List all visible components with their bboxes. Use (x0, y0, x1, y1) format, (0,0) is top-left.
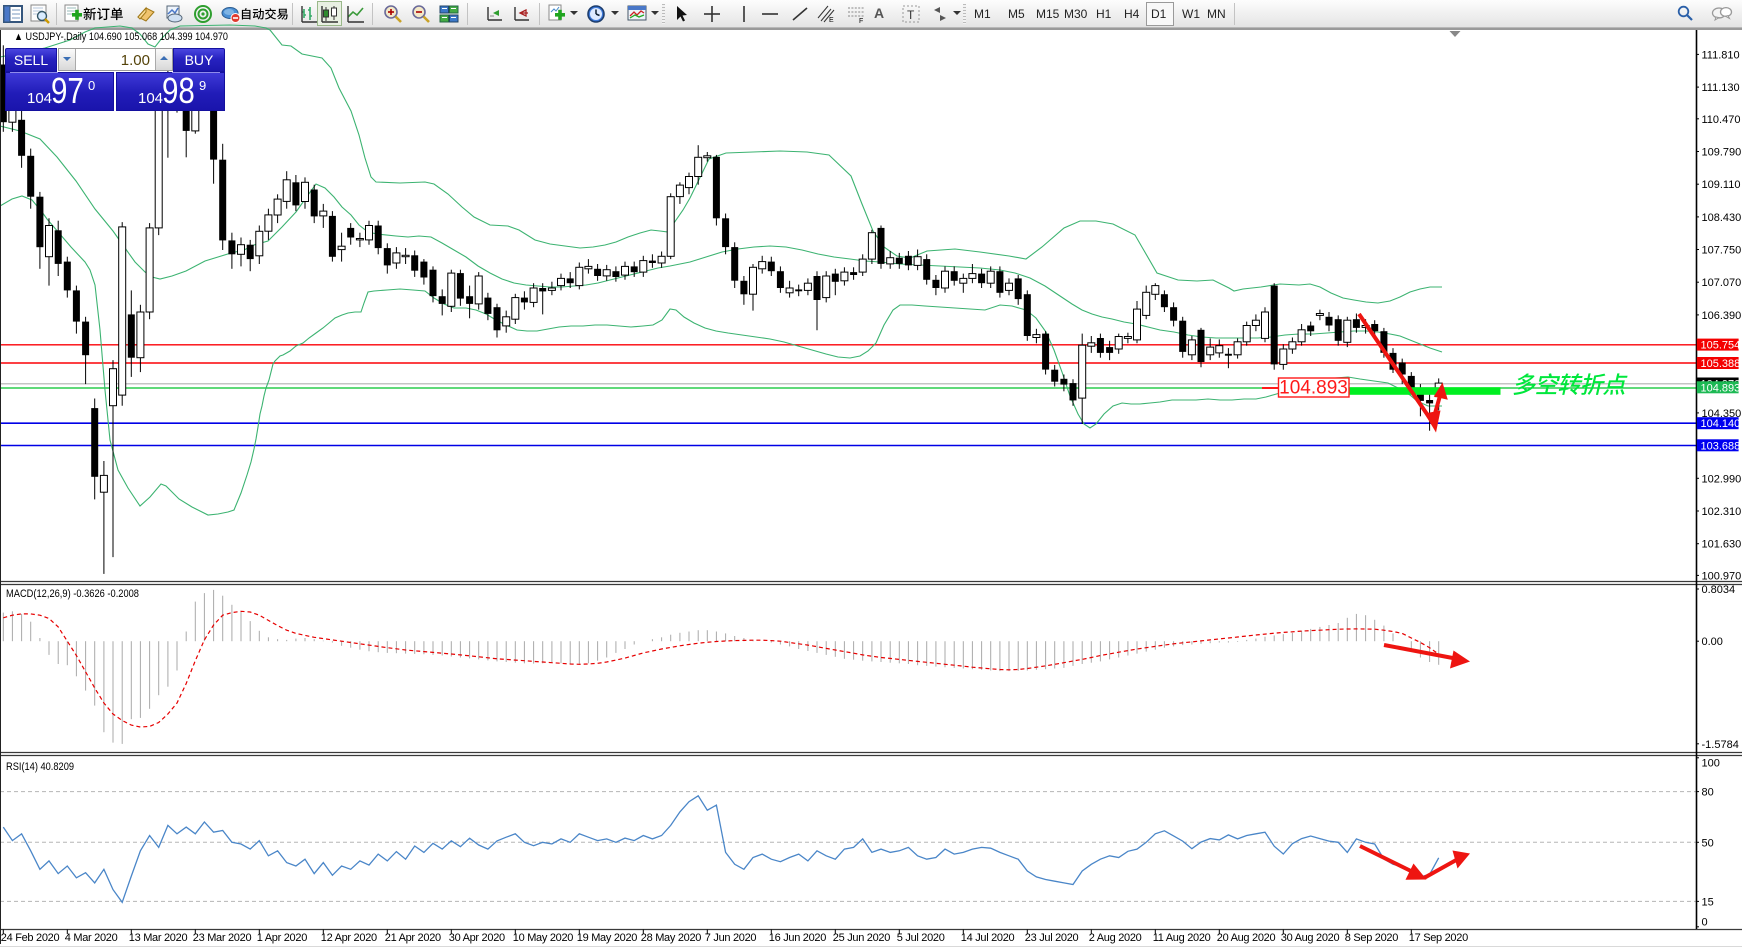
svg-text:12 Apr 2020: 12 Apr 2020 (321, 932, 377, 944)
svg-text:28 May 2020: 28 May 2020 (641, 932, 701, 944)
svg-text:16 Jun 2020: 16 Jun 2020 (769, 932, 826, 944)
svg-text:100.970: 100.970 (1702, 570, 1742, 582)
svg-text:T: T (907, 8, 915, 22)
svg-text:102.990: 102.990 (1702, 473, 1742, 485)
svg-text:104.893: 104.893 (1701, 382, 1741, 394)
svg-text:7 Jun 2020: 7 Jun 2020 (705, 932, 757, 944)
svg-text:5 Jul 2020: 5 Jul 2020 (897, 932, 945, 944)
svg-text:▲ USDJPY-,Daily 104.690 105.: ▲ USDJPY-,Daily 104.690 105.068 104.399 … (14, 31, 228, 43)
svg-text:25 Jun 2020: 25 Jun 2020 (833, 932, 890, 944)
svg-text:30 Aug 2020: 30 Aug 2020 (1281, 932, 1340, 944)
svg-text:8 Sep 2020: 8 Sep 2020 (1345, 932, 1398, 944)
svg-text:107.070: 107.070 (1702, 277, 1742, 289)
svg-text:105.388: 105.388 (1701, 358, 1741, 370)
svg-text:F: F (859, 18, 863, 24)
svg-text:104.140: 104.140 (1701, 418, 1741, 430)
svg-text:15: 15 (1702, 896, 1714, 908)
svg-text:11 Aug 2020: 11 Aug 2020 (1153, 932, 1211, 944)
svg-text:0.00: 0.00 (1702, 636, 1723, 648)
svg-text:4 Mar 2020: 4 Mar 2020 (65, 932, 118, 944)
svg-text:E: E (829, 17, 834, 24)
svg-text:110.470: 110.470 (1702, 114, 1741, 126)
svg-text:2 Aug 2020: 2 Aug 2020 (1089, 932, 1142, 944)
svg-text:103.688: 103.688 (1701, 440, 1741, 452)
svg-text:106.390: 106.390 (1702, 310, 1742, 322)
svg-text:50: 50 (1702, 837, 1714, 849)
svg-text:105.754: 105.754 (1701, 340, 1741, 352)
svg-text:107.750: 107.750 (1702, 245, 1742, 257)
svg-text:109.790: 109.790 (1702, 147, 1742, 159)
svg-text:0.8034: 0.8034 (1702, 584, 1736, 596)
svg-text:108.430: 108.430 (1702, 212, 1742, 224)
svg-text:19 May 2020: 19 May 2020 (577, 932, 637, 944)
svg-text:111.130: 111.130 (1702, 82, 1740, 94)
svg-text:23 Jul 2020: 23 Jul 2020 (1025, 932, 1079, 944)
svg-text:17 Sep 2020: 17 Sep 2020 (1409, 932, 1468, 944)
svg-text:100: 100 (1702, 758, 1720, 770)
svg-text:10 May 2020: 10 May 2020 (513, 932, 573, 944)
svg-text:21 Apr 2020: 21 Apr 2020 (385, 932, 441, 944)
svg-text:101.630: 101.630 (1702, 539, 1742, 551)
svg-text:80: 80 (1702, 787, 1714, 799)
svg-text:MACD(12,26,9) -0.3626 -0.2008: MACD(12,26,9) -0.3626 -0.2008 (6, 588, 139, 600)
svg-text:104.893: 104.893 (1279, 378, 1348, 399)
svg-text:23 Mar 2020: 23 Mar 2020 (193, 932, 252, 944)
svg-text:102.310: 102.310 (1702, 506, 1742, 518)
svg-text:24 Feb 2020: 24 Feb 2020 (1, 932, 60, 944)
svg-text:30 Apr 2020: 30 Apr 2020 (449, 932, 505, 944)
svg-text:1 Apr 2020: 1 Apr 2020 (257, 932, 307, 944)
svg-text:104.350: 104.350 (1702, 408, 1742, 420)
svg-text:111.810: 111.810 (1702, 49, 1740, 61)
svg-text:13 Mar 2020: 13 Mar 2020 (129, 932, 188, 944)
svg-text:0: 0 (1702, 917, 1708, 929)
svg-text:-1.5784: -1.5784 (1702, 739, 1739, 751)
svg-text:109.110: 109.110 (1702, 179, 1741, 191)
svg-text:14 Jul 2020: 14 Jul 2020 (961, 932, 1015, 944)
svg-text:20 Aug 2020: 20 Aug 2020 (1217, 932, 1276, 944)
svg-text:RSI(14) 40.8209: RSI(14) 40.8209 (6, 761, 74, 773)
